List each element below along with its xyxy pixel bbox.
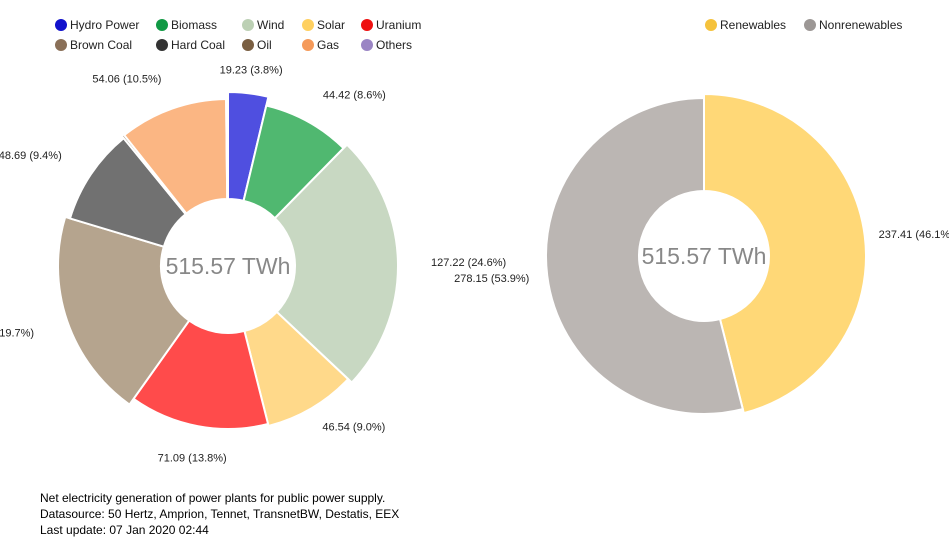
- legend-item-others[interactable]: Others: [361, 38, 412, 52]
- slice-label-uranium: 71.09 (13.8%): [158, 453, 227, 465]
- chart-footer: Net electricity generation of power plan…: [40, 490, 399, 538]
- legend-item-renewables[interactable]: Renewables: [705, 18, 786, 32]
- slice-renewables[interactable]: [703, 93, 867, 415]
- slice-label-renewables: 237.41 (46.1%): [879, 229, 949, 241]
- slice-nonrenewables[interactable]: [545, 97, 744, 415]
- donut-chart-energy-sources: 19.23 (3.8%) 44.42 (8.6%) 127.22 (24.6%) 46…: [0, 64, 506, 464]
- legend-item-biomass[interactable]: Biomass: [156, 18, 217, 32]
- slice-solar[interactable]: [243, 310, 350, 427]
- slice-label-gas: 54.06 (10.5%): [92, 73, 161, 85]
- legend-marker-brown-coal: [55, 39, 67, 51]
- slice-label-solar: 46.54 (9.0%): [322, 421, 385, 433]
- center-total-label: 515.57 TWh: [166, 253, 291, 279]
- slice-brown-coal[interactable]: [57, 215, 191, 406]
- legend-item-nonrenewables[interactable]: Nonrenewables: [804, 18, 902, 32]
- legend-marker-oil: [242, 39, 254, 51]
- slice-others[interactable]: [225, 99, 229, 201]
- legend-label-gas: Gas: [317, 38, 339, 52]
- legend-label-brown-coal: Brown Coal: [70, 38, 132, 52]
- slice-label-hard-coal: 48.69 (9.4%): [0, 150, 62, 162]
- center-total-label: 515.57 TWh: [642, 243, 767, 269]
- legend-item-solar[interactable]: Solar: [302, 18, 345, 32]
- legend-energy-sources: Hydro Power Biomass Wind Solar Uranium Brown …: [55, 18, 421, 52]
- legend-marker-solar: [302, 19, 314, 31]
- slice-label-brown-coal: 102.18 (19.7%): [0, 327, 34, 339]
- legend-label-solar: Solar: [317, 18, 345, 32]
- legend-item-oil[interactable]: Oil: [242, 38, 272, 52]
- legend-marker-nonrenewables: [804, 19, 816, 31]
- legend-label-uranium: Uranium: [376, 18, 421, 32]
- legend-item-gas[interactable]: Gas: [302, 38, 339, 52]
- legend-label-nonrenewables: Nonrenewables: [819, 18, 902, 32]
- legend-item-hard-coal[interactable]: Hard Coal: [156, 38, 225, 52]
- slice-label-biomass: 44.42 (8.6%): [323, 89, 386, 101]
- legend-label-hydro-power: Hydro Power: [70, 18, 139, 32]
- legend-label-oil: Oil: [257, 38, 272, 52]
- legend-item-brown-coal[interactable]: Brown Coal: [55, 38, 132, 52]
- legend-label-wind: Wind: [257, 18, 284, 32]
- footer-description: Net electricity generation of power plan…: [40, 491, 386, 505]
- footer-datasource: Datasource: 50 Hertz, Amprion, Tennet, T…: [40, 507, 400, 521]
- legend-label-others: Others: [376, 38, 412, 52]
- slice-label-hydro-power: 19.23 (3.8%): [220, 64, 283, 76]
- legend-marker-hydro-power: [55, 19, 67, 31]
- slice-wind[interactable]: [273, 143, 399, 384]
- legend-label-renewables: Renewables: [720, 18, 786, 32]
- slice-uranium[interactable]: [132, 319, 270, 430]
- legend-marker-others: [361, 39, 373, 51]
- slice-gas[interactable]: [123, 98, 229, 215]
- legend-renewables: Renewables Nonrenewables: [705, 18, 902, 32]
- legend-marker-renewables: [705, 19, 717, 31]
- legend-marker-hard-coal: [156, 39, 168, 51]
- legend-item-uranium[interactable]: Uranium: [361, 18, 421, 32]
- legend-label-biomass: Biomass: [171, 18, 217, 32]
- legend-item-hydro-power[interactable]: Hydro Power: [55, 18, 139, 32]
- legend-marker-gas: [302, 39, 314, 51]
- legend-label-hard-coal: Hard Coal: [171, 38, 225, 52]
- legend-item-wind[interactable]: Wind: [242, 18, 284, 32]
- legend-marker-uranium: [361, 19, 373, 31]
- legend-marker-wind: [242, 19, 254, 31]
- slice-label-nonrenewables: 278.15 (53.9%): [454, 273, 529, 285]
- donut-chart-renewables: 237.41 (46.1%) 278.15 (53.9%) 515.57 TWh: [454, 93, 949, 415]
- legend-marker-biomass: [156, 19, 168, 31]
- slice-label-wind: 127.22 (24.6%): [431, 257, 506, 269]
- footer-last-update: Last update: 07 Jan 2020 02:44: [40, 523, 209, 537]
